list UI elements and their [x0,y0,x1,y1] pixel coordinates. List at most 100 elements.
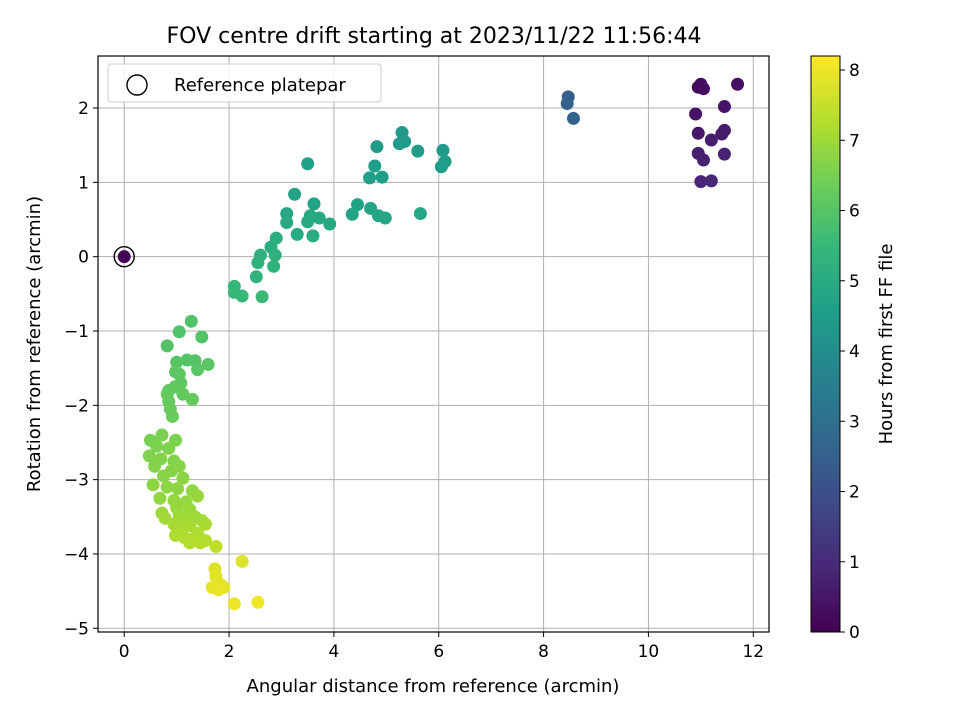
data-point [363,171,377,185]
colorbar-tick-label: 0 [849,623,860,643]
data-point [255,290,269,304]
data-point [235,289,249,303]
data-point [696,82,710,96]
data-point [251,256,265,270]
data-point [185,392,199,406]
colorbar-tick-label: 3 [849,412,860,432]
data-point [249,270,263,284]
data-point [717,147,731,161]
y-tick-label: −1 [64,322,89,342]
data-point [375,170,389,184]
data-point [148,459,162,473]
y-axis-label: Rotation from reference (arcmin) [24,196,45,492]
data-point [191,489,205,503]
data-point [235,554,249,568]
y-tick-label: −4 [64,545,89,565]
grid-lines [98,56,769,632]
reference-platepar-marker [113,245,135,268]
colorbar: 0 1 2 3 4 5 6 7 8 Hours from first FF file [810,55,897,643]
colorbar-tick-label: 4 [849,342,860,362]
x-axis-label: Angular distance from reference (arcmin) [247,676,620,697]
colorbar-ticks: 0 1 2 3 4 5 6 7 8 [840,61,860,643]
colorbar-tick-label: 2 [849,483,860,503]
legend-marker-reference [126,74,148,96]
data-point [398,134,412,148]
x-tick-label: 0 [119,642,130,662]
data-point [307,197,321,211]
x-tick-label: 10 [638,642,660,662]
data-point [560,97,574,111]
y-tick-label: 2 [78,99,89,119]
colorbar-tick-label: 7 [849,131,860,151]
data-point [184,314,198,328]
x-tick-label: 4 [328,642,339,662]
colorbar-gradient [810,55,841,633]
chart-title: FOV centre drift starting at 2023/11/22 … [167,24,702,49]
y-tick-label: 1 [78,173,89,193]
data-point [198,517,212,531]
data-point [436,143,450,157]
legend-label-reference: Reference platepar [174,75,346,96]
data-point [566,111,580,125]
data-point [704,174,718,188]
colorbar-tick-label: 8 [849,61,860,81]
data-point [411,144,425,158]
data-point [694,175,708,189]
data-point [172,459,186,473]
data-point [170,355,184,369]
data-point [267,259,281,273]
data-point [183,536,197,550]
data-points [113,77,745,611]
data-point [142,449,156,463]
y-tick-label: −2 [64,396,89,416]
data-point [434,160,448,174]
data-point [195,330,209,344]
data-point [731,77,745,91]
data-point [176,471,190,485]
data-point [268,248,282,262]
data-point [171,482,185,496]
data-point [312,211,326,225]
data-point [368,159,382,173]
data-point [117,250,131,264]
colorbar-tick-label: 5 [849,272,860,292]
data-point [146,478,160,492]
data-point [280,215,294,229]
data-point [172,325,186,339]
colorbar-tick-label: 1 [849,553,860,573]
data-point [323,217,337,231]
data-point [288,187,302,201]
data-point [209,540,223,554]
colorbar-tick-label: 6 [849,202,860,222]
legend: Reference platepar [107,63,382,103]
data-point [691,126,705,140]
data-point [150,439,164,453]
y-tick-label: −5 [64,619,89,639]
y-tick-label: −3 [64,471,89,491]
x-axis-ticks: 0 2 4 6 8 10 12 [119,632,764,662]
data-point [370,140,384,154]
data-point [413,207,427,221]
data-point [378,211,392,225]
data-point [306,229,320,243]
data-point [160,339,174,353]
y-axis-ticks: −5 −4 −3 −2 −1 0 1 2 [64,99,98,639]
data-point [212,583,226,597]
data-point [191,363,205,377]
data-point [165,409,179,423]
data-point [280,207,294,221]
x-tick-label: 12 [742,642,764,662]
data-point [301,157,315,171]
data-point [704,133,718,147]
legend-box [107,63,382,103]
x-tick-label: 8 [538,642,549,662]
x-tick-label: 6 [433,642,444,662]
data-point [345,207,359,221]
data-point [201,357,215,371]
data-point [689,107,703,121]
data-point [717,123,731,137]
y-tick-label: 0 [78,248,89,268]
data-point [717,100,731,114]
data-point [153,491,167,505]
